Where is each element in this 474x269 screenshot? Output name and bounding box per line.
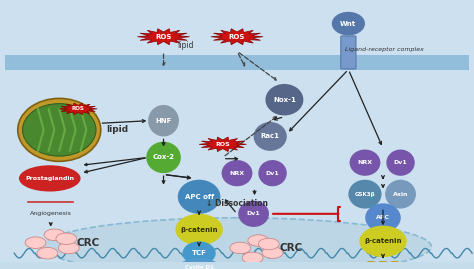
- Ellipse shape: [178, 259, 220, 269]
- Text: ROS: ROS: [72, 106, 85, 111]
- Text: β-catenin: β-catenin: [180, 226, 218, 233]
- Text: Dv1: Dv1: [246, 211, 261, 216]
- Text: lipid: lipid: [107, 125, 129, 134]
- Ellipse shape: [43, 218, 431, 269]
- Ellipse shape: [332, 12, 365, 36]
- Text: Ligand-receptor complex: Ligand-receptor complex: [346, 47, 424, 52]
- Ellipse shape: [348, 180, 382, 208]
- Text: CRC: CRC: [76, 238, 100, 248]
- Text: NRX: NRX: [357, 160, 373, 165]
- Text: HNF: HNF: [155, 118, 172, 124]
- Ellipse shape: [23, 104, 96, 156]
- Circle shape: [388, 261, 401, 269]
- Circle shape: [242, 252, 263, 264]
- Bar: [5, 55, 469, 69]
- Circle shape: [376, 261, 390, 269]
- Circle shape: [44, 229, 65, 240]
- Text: ROS: ROS: [155, 34, 172, 40]
- Text: Wnt: Wnt: [340, 21, 356, 27]
- Text: ROS: ROS: [229, 34, 245, 40]
- Ellipse shape: [182, 241, 216, 265]
- Text: Rac1: Rac1: [261, 133, 280, 139]
- Text: Angiogenesis: Angiogenesis: [30, 211, 72, 216]
- Ellipse shape: [178, 180, 220, 214]
- Circle shape: [365, 261, 378, 269]
- Polygon shape: [199, 137, 246, 151]
- Ellipse shape: [238, 201, 269, 227]
- Circle shape: [262, 247, 283, 259]
- Text: GSK3β: GSK3β: [355, 192, 375, 197]
- Ellipse shape: [385, 180, 416, 208]
- Text: Cyclin D1: Cyclin D1: [185, 265, 213, 269]
- Text: NRX: NRX: [229, 171, 245, 176]
- Circle shape: [230, 242, 251, 254]
- Ellipse shape: [359, 226, 407, 257]
- Ellipse shape: [146, 142, 181, 173]
- Text: APC off: APC off: [184, 194, 214, 200]
- Text: ↓ Dissociation: ↓ Dissociation: [206, 199, 268, 208]
- Text: lipid: lipid: [178, 41, 194, 50]
- Ellipse shape: [365, 203, 401, 232]
- Text: Dv1: Dv1: [393, 160, 408, 165]
- FancyBboxPatch shape: [341, 36, 356, 69]
- Ellipse shape: [258, 160, 287, 186]
- Polygon shape: [59, 103, 97, 115]
- Circle shape: [37, 247, 58, 259]
- Text: APC: APC: [376, 215, 390, 220]
- Ellipse shape: [265, 84, 303, 115]
- Polygon shape: [211, 29, 263, 45]
- Ellipse shape: [19, 165, 81, 192]
- Circle shape: [58, 242, 79, 254]
- Text: CRC: CRC: [280, 243, 303, 253]
- Circle shape: [248, 235, 269, 246]
- Ellipse shape: [148, 105, 179, 136]
- Text: TCF: TCF: [191, 250, 207, 256]
- Ellipse shape: [254, 122, 287, 151]
- Circle shape: [56, 233, 77, 245]
- Ellipse shape: [18, 98, 100, 161]
- Text: Cox-2: Cox-2: [153, 154, 174, 160]
- Text: Dv1: Dv1: [265, 171, 280, 176]
- Text: Axin: Axin: [393, 192, 408, 197]
- Text: ROS: ROS: [215, 142, 230, 147]
- Text: Nox-1: Nox-1: [273, 97, 296, 103]
- Text: β-catenin: β-catenin: [364, 238, 402, 244]
- Text: Prostaglandin: Prostaglandin: [25, 176, 74, 181]
- Ellipse shape: [386, 150, 415, 176]
- Circle shape: [258, 238, 279, 250]
- Ellipse shape: [221, 160, 252, 186]
- Ellipse shape: [175, 214, 223, 245]
- Circle shape: [25, 237, 46, 249]
- Polygon shape: [137, 29, 190, 45]
- Ellipse shape: [350, 150, 380, 176]
